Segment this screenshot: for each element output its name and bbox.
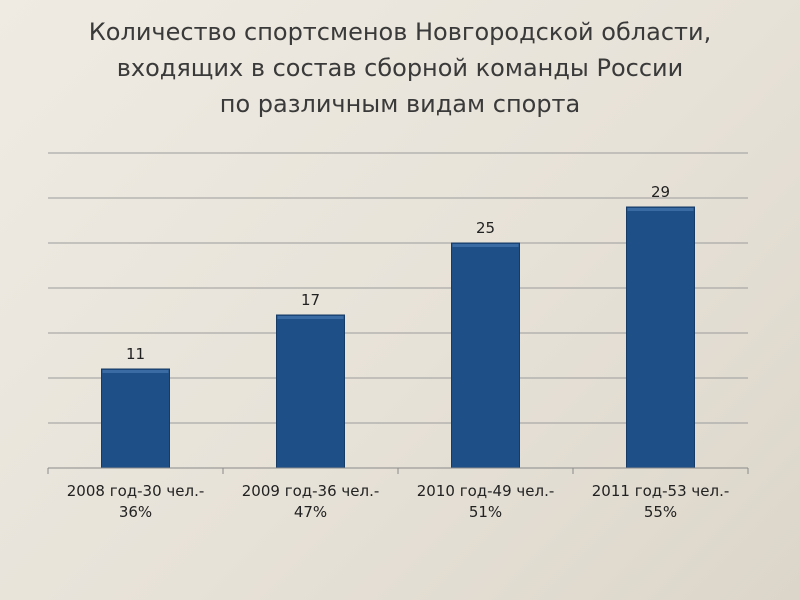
x-tick-label-2008: 2008 год-30 чел.- 36% [66, 482, 205, 521]
bars [101, 206, 695, 469]
bar-2 [451, 242, 520, 469]
bar-0 [101, 368, 170, 469]
x-tick-label-2009: 2009 год-36 чел.- 47% [241, 482, 380, 521]
x-tick-label-2010: 2010 год-49 чел.- 51% [416, 482, 555, 521]
x-tick-labels: 2008 год-30 чел.- 36% 2009 год-36 чел.- … [48, 481, 748, 541]
bar-1 [276, 314, 345, 469]
bar-highlight [452, 244, 519, 247]
chart-title: Количество спортсменов Новгородской обла… [0, 14, 800, 122]
bar-highlight [627, 208, 694, 211]
bar-3 [626, 206, 695, 469]
data-label-0: 11 [126, 345, 145, 363]
data-label-3: 29 [651, 183, 670, 201]
title-line-2: входящих в состав сборной команды России [116, 54, 684, 82]
title-line-1: Количество спортсменов Новгородской обла… [88, 18, 712, 46]
bar-highlight [102, 370, 169, 373]
data-labels: 11 17 25 29 [126, 183, 670, 363]
x-tick-label-2011: 2011 год-53 чел.- 55% [591, 482, 730, 521]
x-axis [47, 467, 749, 474]
data-label-2: 25 [476, 219, 495, 237]
bar-highlight [277, 316, 344, 319]
title-line-3: по различным видам спорта [219, 90, 581, 118]
data-label-1: 17 [301, 291, 320, 309]
